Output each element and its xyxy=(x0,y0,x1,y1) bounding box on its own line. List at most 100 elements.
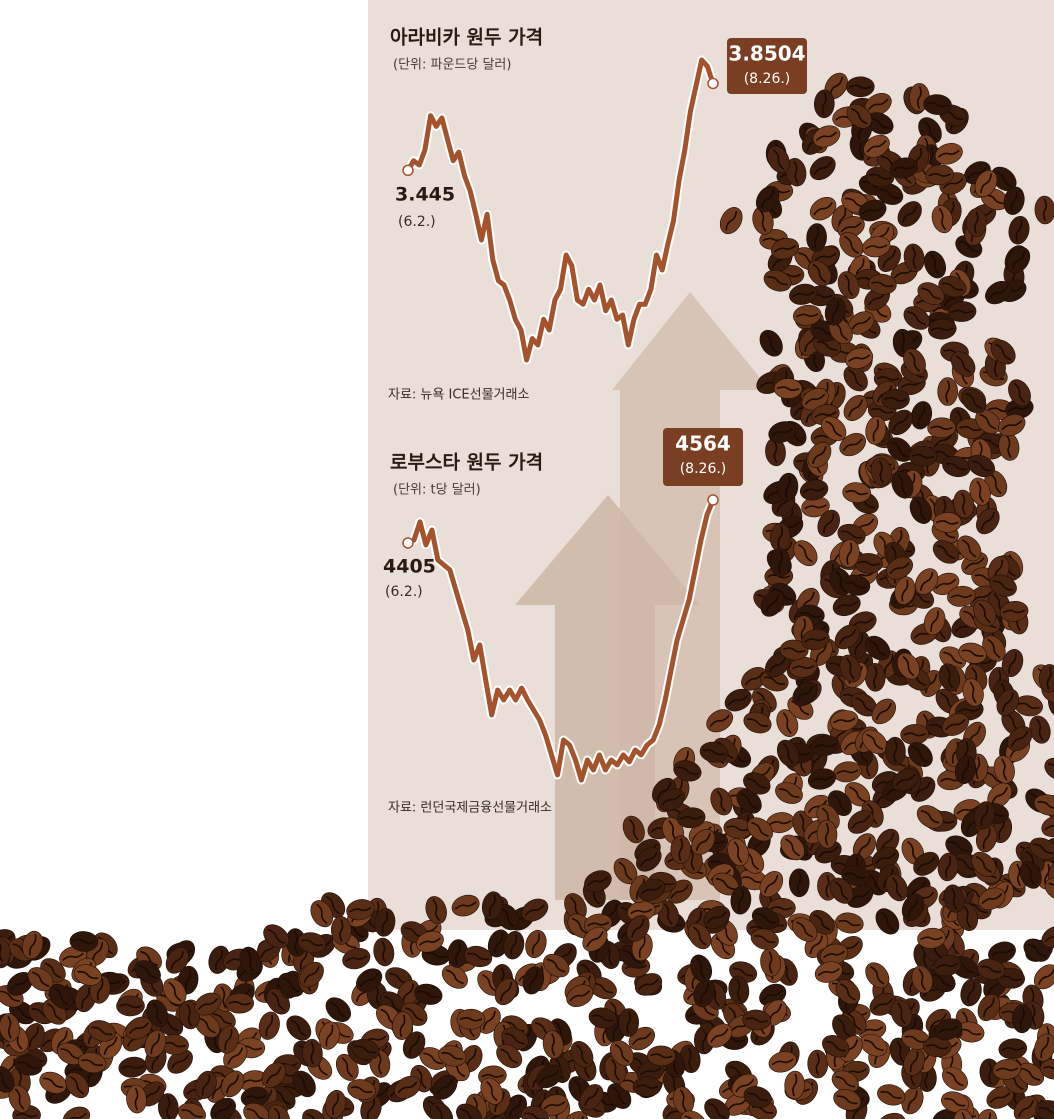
coffee-bean xyxy=(0,936,11,965)
bean-crease xyxy=(510,934,518,957)
bean-crease xyxy=(1008,405,1031,412)
bean-crease xyxy=(907,897,919,918)
end-date-label: (8.26.) xyxy=(744,71,791,87)
bean-crease xyxy=(550,1033,556,1056)
bean-crease xyxy=(7,1016,12,1039)
coffee-bean xyxy=(923,94,952,115)
bean-crease xyxy=(678,838,684,862)
bean-crease xyxy=(0,939,4,963)
bean-crease xyxy=(15,1113,38,1118)
chart-title: 아라비카 원두 가격 xyxy=(390,27,543,49)
bean-crease xyxy=(895,773,916,787)
bean-crease xyxy=(851,814,871,829)
bean-crease xyxy=(871,407,894,414)
bean-crease xyxy=(423,1052,443,1065)
bean-crease xyxy=(792,1073,798,1097)
coffee-bean xyxy=(938,275,967,298)
coffee-bean xyxy=(947,301,977,322)
bean-crease xyxy=(631,918,645,938)
bean-crease xyxy=(1040,1036,1049,1059)
coffee-bean xyxy=(536,1064,563,1089)
coffee-bean xyxy=(909,496,933,524)
bean-crease xyxy=(900,331,906,355)
bean-crease xyxy=(726,825,749,832)
bean-crease xyxy=(925,1044,949,1050)
bean-crease xyxy=(267,928,286,944)
bean-crease xyxy=(812,263,827,283)
bean-crease xyxy=(825,1040,846,1052)
coffee-bean xyxy=(986,1086,1014,1109)
coffee-bean xyxy=(584,870,612,893)
bean-crease xyxy=(341,1057,354,1078)
bean-crease xyxy=(911,246,917,270)
bean-crease xyxy=(961,492,967,516)
bean-crease xyxy=(555,1021,566,1043)
coffee-bean xyxy=(258,1011,280,1040)
bean-crease xyxy=(1048,882,1054,896)
bean-crease xyxy=(909,1051,919,1073)
bean-crease xyxy=(950,309,974,314)
coffee-bean xyxy=(1029,837,1054,860)
coffee-bean xyxy=(792,304,822,326)
bean-crease xyxy=(848,369,864,388)
coffee-bean xyxy=(779,639,809,661)
coffee-bean xyxy=(846,76,875,98)
coffee-bean xyxy=(960,978,982,1007)
bean-crease xyxy=(198,1017,216,1034)
bean-crease xyxy=(848,354,871,363)
coffee-bean xyxy=(824,297,846,326)
bean-crease xyxy=(891,876,902,899)
bean-crease xyxy=(455,942,461,965)
bean-crease xyxy=(715,877,736,891)
coffee-bean xyxy=(447,939,469,968)
bean-crease xyxy=(937,1024,960,1034)
bean-crease xyxy=(81,1059,104,1067)
coffee-bean xyxy=(835,912,864,934)
bean-crease xyxy=(725,210,738,231)
bean-crease xyxy=(861,206,884,215)
coffee-bean xyxy=(77,1052,107,1074)
coffee-bean xyxy=(776,739,800,767)
bean-crease xyxy=(867,873,883,892)
bean-crease xyxy=(825,420,843,437)
coffee-bean xyxy=(917,282,945,305)
bean-crease xyxy=(732,967,754,977)
coffee-bean xyxy=(609,1040,634,1067)
bean-crease xyxy=(974,211,979,234)
coffee-bean xyxy=(816,819,838,849)
coffee-bean xyxy=(543,953,570,978)
bean-crease xyxy=(915,499,927,521)
coffee-bean xyxy=(22,930,44,960)
bean-crease xyxy=(893,739,898,763)
coffee-bean xyxy=(864,635,891,661)
end-date-label: (8.26.) xyxy=(680,461,727,477)
coffee-bean xyxy=(999,601,1029,622)
coffee-bean xyxy=(134,960,161,984)
bean-crease xyxy=(929,1013,948,1030)
coffee-bean xyxy=(958,642,987,664)
coffee-bean xyxy=(525,929,547,959)
coffee-bean xyxy=(864,93,892,116)
bean-crease xyxy=(825,874,830,898)
bean-crease xyxy=(814,252,837,261)
bean-crease xyxy=(1017,702,1040,709)
bean-crease xyxy=(509,1098,522,1118)
coffee-bean xyxy=(957,535,982,562)
bean-crease xyxy=(763,676,786,685)
coffee-bean xyxy=(843,365,868,392)
coffee-bean xyxy=(848,311,875,335)
coffee-bean xyxy=(496,1044,523,1069)
bean-crease xyxy=(842,438,863,451)
bean-crease xyxy=(243,1094,267,1100)
coffee-bean xyxy=(356,968,383,993)
bean-crease xyxy=(299,948,308,971)
bean-crease xyxy=(848,399,864,417)
coffee-bean xyxy=(769,523,791,552)
bean-crease xyxy=(910,880,927,898)
bean-crease xyxy=(872,998,894,1011)
coffee-bean xyxy=(914,568,939,595)
bean-crease xyxy=(866,140,887,153)
coffee-bean xyxy=(1033,794,1054,816)
bean-crease xyxy=(955,355,971,374)
bean-crease xyxy=(871,281,894,288)
